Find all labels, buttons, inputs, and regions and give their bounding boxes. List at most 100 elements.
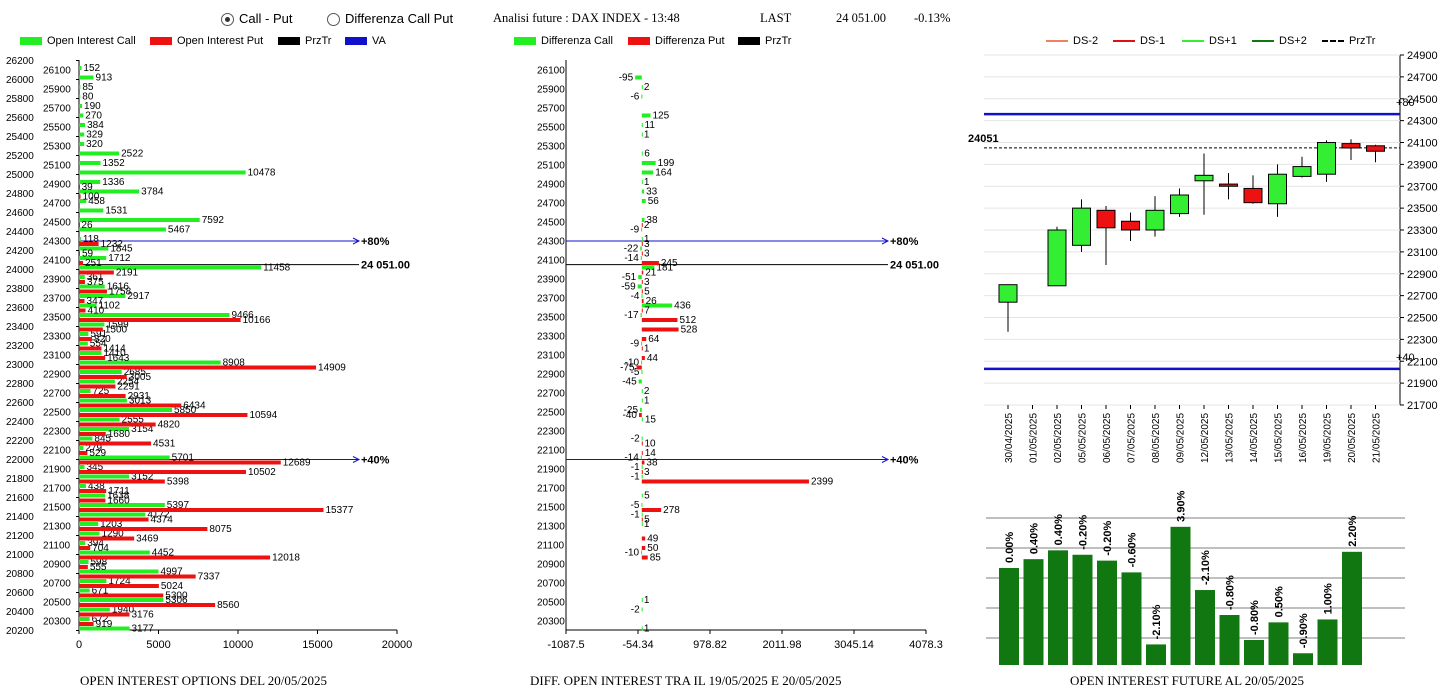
x-tick-label: 07/05/2025 xyxy=(1127,413,1138,463)
bar-value-label: 14 xyxy=(645,448,657,459)
y-tick-label: 24700 xyxy=(537,199,565,210)
legend-label: PrzTr xyxy=(765,35,792,47)
bar-value-label: 1 xyxy=(644,396,650,407)
bar-value-label: 12689 xyxy=(283,458,311,469)
radio-differenza-label: Differenza Call Put xyxy=(345,11,454,26)
bar-value-label: 2555 xyxy=(122,415,145,426)
y-tick-label: 20700 xyxy=(43,579,71,590)
call-bar xyxy=(638,379,642,384)
bar-value-label: 1232 xyxy=(101,239,124,250)
bar-value-label: 329 xyxy=(86,130,103,141)
marker-label: +80% xyxy=(890,236,919,248)
put-bar xyxy=(79,327,103,332)
bar-value-label: -0.80% xyxy=(1225,575,1237,610)
legend-item: PrzTr xyxy=(278,35,331,47)
bar-value-label: 4997 xyxy=(160,567,183,578)
bar-value-label: 1531 xyxy=(105,206,128,217)
call-bar xyxy=(79,218,200,222)
y-tick-label: 25900 xyxy=(537,85,565,96)
y-tick-label: 22500 xyxy=(537,408,565,419)
bar-value-label: 3469 xyxy=(136,534,159,545)
marker-label: +40% xyxy=(361,455,390,467)
bar-value-label: 279 xyxy=(85,443,102,454)
put-bar xyxy=(641,536,646,541)
bar-value-label: 5850 xyxy=(174,405,197,416)
bar-value-label: 1 xyxy=(644,519,650,530)
bar-value-label: 7 xyxy=(644,306,650,317)
y-tick-label-outer: 22400 xyxy=(6,417,34,428)
y-tick-label: 24500 xyxy=(1407,94,1438,106)
y-tick-label: 21900 xyxy=(1407,378,1438,390)
call-bar xyxy=(79,256,107,260)
put-bar xyxy=(641,270,644,275)
bar-value-label: 125 xyxy=(652,111,669,122)
call-bar xyxy=(641,370,643,374)
put-bar xyxy=(79,622,94,626)
put-bar xyxy=(641,346,643,351)
y-tick-label: 22300 xyxy=(43,427,71,438)
bar-value-label: -51 xyxy=(622,272,637,283)
put-bar xyxy=(79,185,80,189)
y-tick-label: 24500 xyxy=(43,218,71,229)
call-bar xyxy=(641,607,643,612)
radio-call-put[interactable] xyxy=(221,13,234,26)
legend-label: DS-2 xyxy=(1073,35,1099,47)
put-bar xyxy=(641,451,643,455)
va-label: +80 xyxy=(1396,97,1415,109)
bar-value-label: 1 xyxy=(644,234,650,245)
bar-value-label: 5397 xyxy=(167,500,190,511)
call-bar xyxy=(79,237,81,241)
bar-value-label: 0.50% xyxy=(1274,586,1286,617)
x-tick-label: 978.82 xyxy=(693,639,727,651)
bar-value-label: 251 xyxy=(85,258,102,269)
call-bar xyxy=(79,541,86,545)
bar-value-label: 1712 xyxy=(108,253,131,264)
y-tick-label-outer: 20800 xyxy=(6,569,34,580)
y-tick-label-outer: 25600 xyxy=(6,113,34,124)
put-bar xyxy=(79,413,248,417)
y-tick-label-outer: 20600 xyxy=(6,588,34,599)
bar-value-label: 1660 xyxy=(107,496,130,507)
bar-value-label: 2685 xyxy=(124,367,147,378)
bar-value-label: -5 xyxy=(631,367,640,378)
legend-swatch xyxy=(514,37,536,45)
legend-label: Open Interest Put xyxy=(177,35,264,47)
bar-value-label: -17 xyxy=(624,310,639,321)
y-tick-label: 21900 xyxy=(537,465,565,476)
y-tick-label-outer: 24000 xyxy=(6,265,34,276)
y-tick-label-outer: 23800 xyxy=(6,284,34,295)
va-arrow xyxy=(881,237,890,245)
radio-differenza[interactable] xyxy=(327,13,340,26)
bar-value-label: -59 xyxy=(621,282,636,293)
y-tick-label: 24700 xyxy=(1407,72,1438,84)
call-bar xyxy=(79,303,97,308)
y-tick-label: 20700 xyxy=(537,579,565,590)
call-bar xyxy=(641,123,643,127)
put-bar xyxy=(641,251,643,256)
bar-value-label: 270 xyxy=(85,111,102,122)
x-tick-label: 15000 xyxy=(302,639,333,651)
bar-value-label: 3177 xyxy=(132,624,155,635)
bar-value-label: 39 xyxy=(82,182,94,193)
va-arrow xyxy=(352,237,361,245)
bar-value-label: 50 xyxy=(647,543,659,554)
call-bar xyxy=(79,180,101,184)
bar-value-label: 529 xyxy=(89,448,106,459)
put-bar xyxy=(641,517,643,522)
bar-value-label: -1 xyxy=(631,462,640,473)
bar-value-label: 345 xyxy=(86,462,103,473)
y-tick-label: 23900 xyxy=(1407,159,1438,171)
call-bar xyxy=(79,341,88,346)
y-tick-label: 25500 xyxy=(43,123,71,134)
bar-value-label: 1.00% xyxy=(1323,583,1335,614)
bar-value-label: 1616 xyxy=(107,282,130,293)
bar-value-label: 375 xyxy=(87,277,104,288)
bar-value-label: 3.90% xyxy=(1176,490,1188,521)
legend-item: DS+1 xyxy=(1182,35,1237,47)
y-tick-label: 25900 xyxy=(43,85,71,96)
x-tick-label: 19/05/2025 xyxy=(1323,413,1334,463)
bar-value-label: -10 xyxy=(625,548,640,559)
bar-value-label: 7337 xyxy=(198,572,221,583)
y-tick-label: 23300 xyxy=(43,332,71,343)
